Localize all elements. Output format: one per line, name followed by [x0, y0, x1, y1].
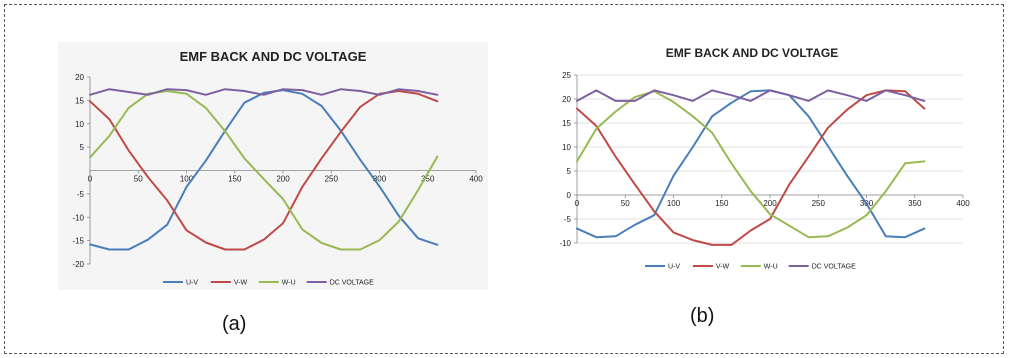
x-tick-label: 100	[180, 175, 194, 184]
y-tick-label: 15	[562, 119, 571, 128]
legend-label: DC VOLTAGE	[812, 264, 856, 271]
x-tick-label: 250	[325, 175, 339, 184]
x-tick-label: 350	[421, 175, 435, 184]
legend-label: U-V	[186, 280, 198, 287]
x-tick-label: 150	[228, 175, 242, 184]
y-tick-label: 20	[562, 95, 571, 104]
x-tick-label: 0	[88, 175, 93, 184]
chart-panel-a: EMF BACK AND DC VOLTAGE 20 15 10 5 -5 -10 -15 -2…	[58, 42, 488, 290]
y-tick-label: -10	[559, 239, 571, 248]
legend-label: V-W	[234, 280, 248, 287]
y-tick-label: 0	[567, 191, 572, 200]
x-tick-label: 150	[715, 199, 729, 208]
chart-a: EMF BACK AND DC VOLTAGE 20 15 10 5 -5 -10 -15 -2…	[72, 49, 483, 287]
x-tick-label: 100	[667, 199, 681, 208]
series-line-u-v	[576, 89, 926, 239]
y-tick-label: 10	[562, 143, 571, 152]
y-tick-label: 20	[75, 73, 84, 82]
y-tick-label: 15	[75, 96, 84, 105]
series-line-v-w	[576, 89, 926, 246]
y-tick-label: 10	[75, 120, 84, 129]
x-tick-label: 300	[373, 175, 387, 184]
y-tick-label: -15	[72, 237, 84, 246]
series-line-dc-voltage	[89, 88, 439, 96]
legend-label: U-V	[668, 264, 680, 271]
x-tick-label: 200	[763, 199, 777, 208]
series-line-dc-voltage	[576, 89, 926, 102]
x-tick-label: 400	[956, 199, 970, 208]
chart-title: EMF BACK AND DC VOLTAGE	[666, 46, 838, 60]
legend-label: V-W	[716, 264, 730, 271]
y-tick-label: 5	[80, 143, 85, 152]
x-tick-label: 50	[621, 199, 630, 208]
series-line-u-v	[89, 89, 439, 251]
y-tick-label: 25	[562, 71, 571, 80]
x-tick-label: 400	[469, 175, 483, 184]
y-tick-label: -20	[72, 260, 84, 269]
caption-a: (a)	[222, 313, 247, 335]
y-tick-label: -10	[72, 213, 84, 222]
figure-frame	[4, 4, 1004, 354]
y-tick-label: -5	[564, 215, 572, 224]
legend-label: W-U	[764, 264, 778, 271]
x-tick-label: 0	[575, 199, 580, 208]
legend-label: W-U	[282, 280, 296, 287]
chart-panel-b: EMF BACK AND DC VOLTAGE 25 20 15 10 5 0 -5 -10 0 5…	[535, 40, 973, 290]
x-tick-label: 200	[276, 175, 290, 184]
caption-b: (b)	[690, 305, 715, 327]
y-tick-label: -5	[77, 190, 85, 199]
x-tick-label: 50	[134, 175, 143, 184]
x-tick-label: 350	[908, 199, 922, 208]
x-tick-label: 250	[812, 199, 826, 208]
y-tick-label: 5	[567, 167, 572, 176]
series-line-w-u	[576, 90, 926, 239]
chart-title: EMF BACK AND DC VOLTAGE	[180, 49, 367, 64]
legend-label: DC VOLTAGE	[330, 280, 374, 287]
